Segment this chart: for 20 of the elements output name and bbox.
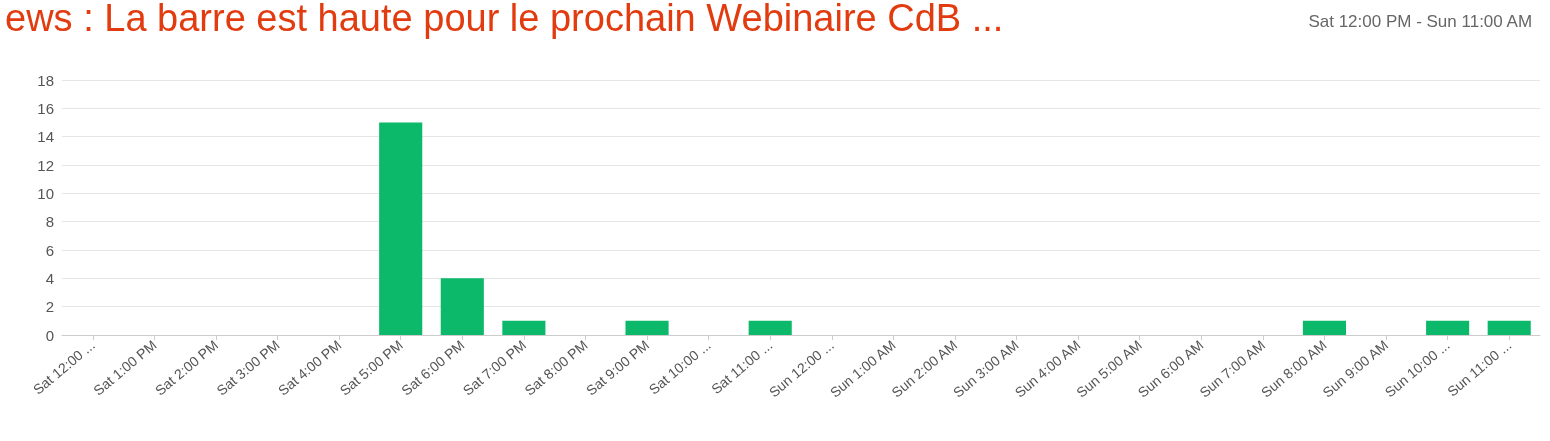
y-tick-label: 4	[45, 269, 54, 287]
bar	[502, 320, 546, 335]
bar	[440, 278, 484, 335]
bar	[1426, 320, 1470, 335]
bar	[379, 122, 423, 335]
bar	[1302, 320, 1347, 335]
y-tick-label: 14	[37, 128, 54, 146]
y-tick-label: 18	[37, 71, 54, 89]
y-tick-label: 2	[45, 298, 54, 316]
y-tick-label: 8	[45, 213, 54, 231]
bar	[1487, 320, 1531, 335]
y-tick-label: 12	[37, 156, 54, 174]
chart-subtitle: Sat 12:00 PM - Sun 11:00 AM	[1308, 12, 1533, 31]
y-tick-label: 10	[37, 184, 54, 202]
bar	[748, 320, 792, 335]
y-tick-label: 0	[45, 326, 54, 344]
bar	[625, 320, 669, 335]
chart-title: ews : La barre est haute pour le prochain Webinaire CdB ...	[5, 0, 1004, 39]
y-tick-label: 6	[45, 241, 54, 259]
y-tick-label: 16	[37, 99, 54, 117]
